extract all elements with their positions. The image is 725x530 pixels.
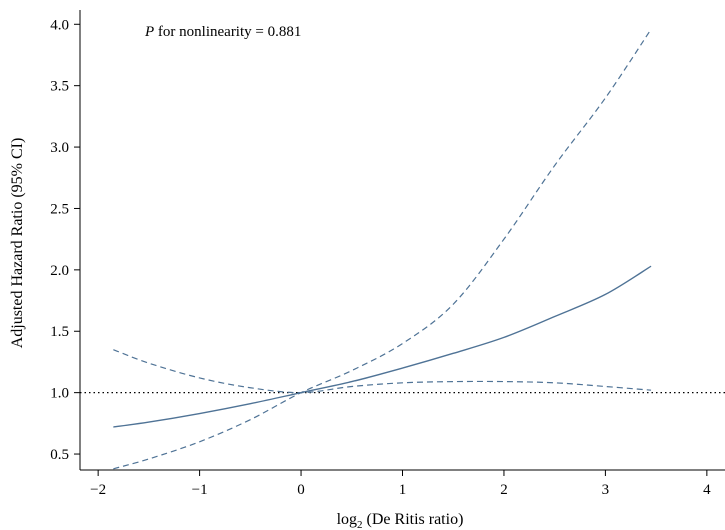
y-tick-label: 1.0 [50, 386, 69, 402]
x-axis-title-rest: (De Ritis ratio) [363, 511, 464, 528]
x-axis-title-log: log [337, 511, 357, 528]
x-tick-label: 1 [399, 482, 407, 498]
y-tick-label: 4.0 [50, 17, 69, 33]
y-tick-label: 1.5 [50, 324, 69, 340]
x-tick-label: 3 [602, 482, 610, 498]
hazard-ratio-estimate-line [113, 265, 652, 428]
y-axis-ticks: 0.5 1.0 1.5 2.0 2.5 3.0 3.5 4.0 [50, 17, 80, 463]
x-axis-title-subscript: 2 [357, 519, 363, 530]
y-axis-title: Adjusted Hazard Ratio (95% CI) [9, 138, 26, 349]
x-tick-label: 0 [297, 482, 305, 498]
y-tick-label: 2.0 [50, 263, 69, 279]
nonlinearity-p-value-annotation: P for nonlinearity = 0.881 [144, 24, 301, 40]
p-value-text: for nonlinearity = 0.881 [154, 24, 301, 40]
y-tick-label: 3.5 [50, 79, 69, 95]
ci-upper-bound-line [113, 28, 652, 470]
y-tick-label: 0.5 [50, 447, 69, 463]
ci-lower-bound-line [113, 349, 652, 394]
x-tick-label: 2 [500, 482, 508, 498]
y-tick-label: 2.5 [50, 201, 69, 217]
x-axis-ticks: −2 −1 0 1 2 3 4 [90, 470, 711, 498]
x-tick-label: 4 [703, 482, 711, 498]
axes: −2 −1 0 1 2 3 4 0.5 1.0 1.5 2.0 2.5 3.0 3.5 4.0 [50, 10, 725, 498]
y-tick-label: 3.0 [50, 140, 69, 156]
plot-area [80, 28, 725, 470]
x-tick-label: −1 [192, 482, 208, 498]
x-axis-title: log2 (De Ritis ratio) [337, 511, 464, 530]
x-tick-label: −2 [90, 482, 106, 498]
p-symbol: P [144, 24, 154, 40]
